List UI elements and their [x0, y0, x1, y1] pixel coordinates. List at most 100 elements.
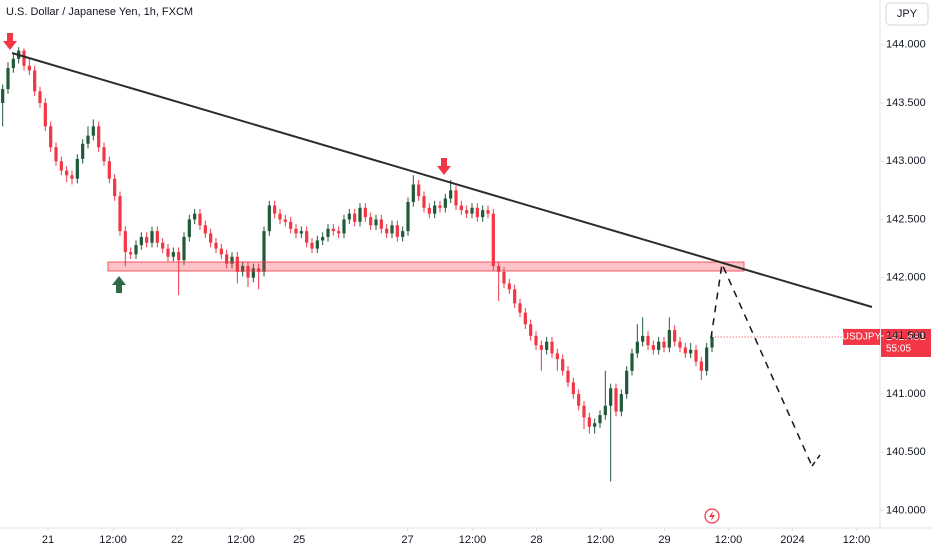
candle-body	[38, 91, 42, 104]
candle-body	[539, 345, 543, 350]
candle-body	[134, 245, 138, 255]
candle-body	[241, 266, 245, 272]
candle-body	[481, 210, 485, 218]
candle-body	[683, 347, 687, 354]
candle-body	[347, 213, 351, 220]
candle-body	[518, 303, 522, 313]
candle-body	[609, 388, 613, 406]
candle-body	[662, 341, 666, 348]
candle-body	[705, 347, 709, 371]
candle-body	[566, 370, 570, 383]
candle-body	[385, 228, 389, 234]
candle-body	[289, 221, 293, 229]
candle-body	[123, 231, 127, 253]
candle-body	[379, 219, 383, 229]
candle-body	[97, 126, 101, 148]
candle-body	[27, 65, 31, 71]
candle-body	[689, 349, 693, 354]
countdown-label: 55:05	[886, 344, 911, 355]
candle-body	[491, 213, 495, 267]
support-zone	[107, 261, 745, 272]
symbol-label: USDJPY	[842, 332, 882, 343]
candle-body	[699, 361, 703, 371]
candle-body	[593, 423, 597, 427]
candle-body	[246, 266, 250, 278]
candle-body	[262, 231, 266, 272]
candle-body	[470, 207, 474, 214]
candle-body	[113, 178, 117, 197]
candle-body	[667, 330, 671, 348]
candle-body	[331, 228, 335, 232]
x-tick-label: 29	[658, 534, 670, 546]
y-tick-label: 140.000	[886, 504, 926, 516]
candle-body	[641, 335, 645, 342]
candle-body	[422, 196, 426, 208]
candle-body	[475, 207, 479, 218]
candle-body	[614, 388, 618, 412]
x-tick-label: 25	[293, 534, 305, 546]
candle-body	[353, 213, 357, 222]
candle-body	[267, 205, 271, 232]
x-tick-label: 12:00	[715, 534, 743, 546]
candle-body	[438, 205, 442, 208]
candle-body	[449, 190, 453, 199]
candle-body	[454, 190, 458, 206]
candle-body	[182, 236, 186, 261]
candle-body	[545, 341, 549, 350]
down-arrow	[437, 158, 451, 175]
price-label: 141.491	[886, 331, 926, 343]
candle-body	[390, 225, 394, 234]
candle-body	[251, 268, 255, 278]
candle-body	[278, 213, 282, 220]
price-box	[881, 328, 931, 357]
candle-body	[161, 242, 165, 249]
x-tick-label: 12:00	[99, 534, 127, 546]
candle-body	[294, 228, 298, 234]
candle-body	[342, 219, 346, 234]
candle-body	[81, 143, 85, 159]
candle-body	[65, 170, 69, 176]
y-tick-label: 140.500	[886, 446, 926, 458]
candle-body	[257, 268, 261, 272]
x-tick-label: 28	[530, 534, 542, 546]
candle-body	[598, 415, 602, 424]
candle-body	[577, 394, 581, 406]
candle-body	[673, 330, 677, 342]
x-tick-label: 12:00	[459, 534, 487, 546]
currency-button[interactable]	[885, 2, 929, 26]
candle-body	[86, 135, 90, 144]
x-tick-label: 12:00	[587, 534, 615, 546]
candle-body	[657, 341, 661, 350]
symbol-box	[843, 328, 880, 345]
candle-body	[273, 205, 277, 214]
x-tick-label: 2024	[780, 534, 804, 546]
candle-body	[118, 196, 122, 232]
candle-body	[171, 252, 175, 257]
candle-body	[43, 103, 47, 127]
candle-body	[11, 58, 15, 69]
candle-body	[102, 147, 106, 162]
candle-body	[411, 184, 415, 203]
candle-body	[326, 228, 330, 237]
candle-body	[502, 271, 506, 284]
candle-body	[166, 248, 170, 257]
candle-body	[305, 231, 309, 243]
candle-body	[321, 236, 325, 241]
candles	[1, 47, 714, 482]
candle-body	[651, 345, 655, 350]
x-tick-label: 22	[171, 534, 183, 546]
candle-body	[214, 242, 218, 249]
candle-body	[561, 359, 565, 371]
candle-body	[513, 289, 517, 304]
up-arrow	[112, 276, 126, 293]
candle-body	[582, 405, 586, 418]
event-icon[interactable]	[704, 508, 720, 524]
candle-body	[363, 207, 367, 218]
candle-body	[337, 231, 341, 234]
candle-body	[219, 248, 223, 255]
event-icon-bolt	[709, 511, 715, 521]
candle-body	[369, 217, 373, 226]
candle-body	[299, 231, 303, 234]
candle-body	[678, 341, 682, 348]
candle-body	[507, 283, 511, 290]
